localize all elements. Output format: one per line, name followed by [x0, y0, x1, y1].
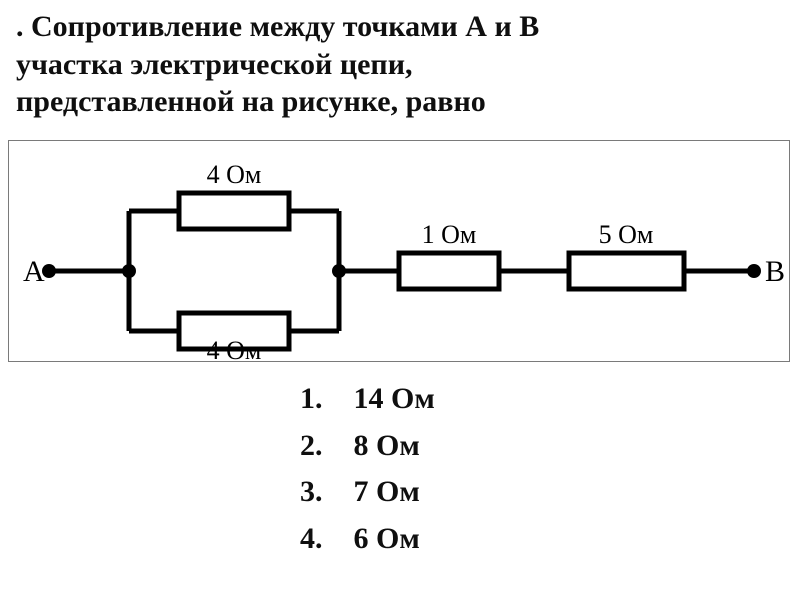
answer-number: 3.	[300, 469, 346, 516]
circuit-diagram: А В 4 Ом 4 Ом 1 Ом 5 Ом	[8, 140, 790, 362]
answer-number: 2.	[300, 423, 346, 470]
resistor-bottom-label: 4 Ом	[207, 336, 262, 361]
page-root: . Сопротивление между точками А и В учас…	[0, 0, 800, 600]
question-line-2: участка электрической цепи,	[16, 48, 413, 81]
resistor-mid-1	[399, 253, 499, 289]
terminal-a-label: А	[23, 255, 45, 288]
answer-text: 6 Ом	[354, 522, 420, 555]
node-fork-right	[332, 264, 346, 278]
answer-option: 3. 7 Ом	[300, 469, 435, 516]
answer-option: 1. 14 Ом	[300, 376, 435, 423]
circuit-resistors	[179, 193, 684, 349]
terminal-b-label: В	[765, 255, 785, 288]
resistor-mid-2-label: 5 Ом	[599, 220, 654, 249]
answer-option: 2. 8 Ом	[300, 423, 435, 470]
question-line-3: представленной на рисунке, равно	[16, 85, 486, 118]
resistor-top-label: 4 Ом	[207, 160, 262, 189]
resistor-top	[179, 193, 289, 229]
answer-number: 4.	[300, 516, 346, 563]
node-fork-left	[122, 264, 136, 278]
question-text: . Сопротивление между точками А и В учас…	[16, 8, 784, 121]
resistor-mid-2	[569, 253, 684, 289]
node-b	[747, 264, 761, 278]
answer-text: 7 Ом	[354, 475, 420, 508]
resistor-mid-1-label: 1 Ом	[422, 220, 477, 249]
question-line-1: . Сопротивление между точками А и В	[16, 10, 539, 43]
answer-number: 1.	[300, 376, 346, 423]
answer-text: 14 Ом	[354, 382, 435, 415]
answer-list: 1. 14 Ом 2. 8 Ом 3. 7 Ом 4. 6 Ом	[300, 376, 435, 562]
answer-option: 4. 6 Ом	[300, 516, 435, 563]
answer-text: 8 Ом	[354, 429, 420, 462]
